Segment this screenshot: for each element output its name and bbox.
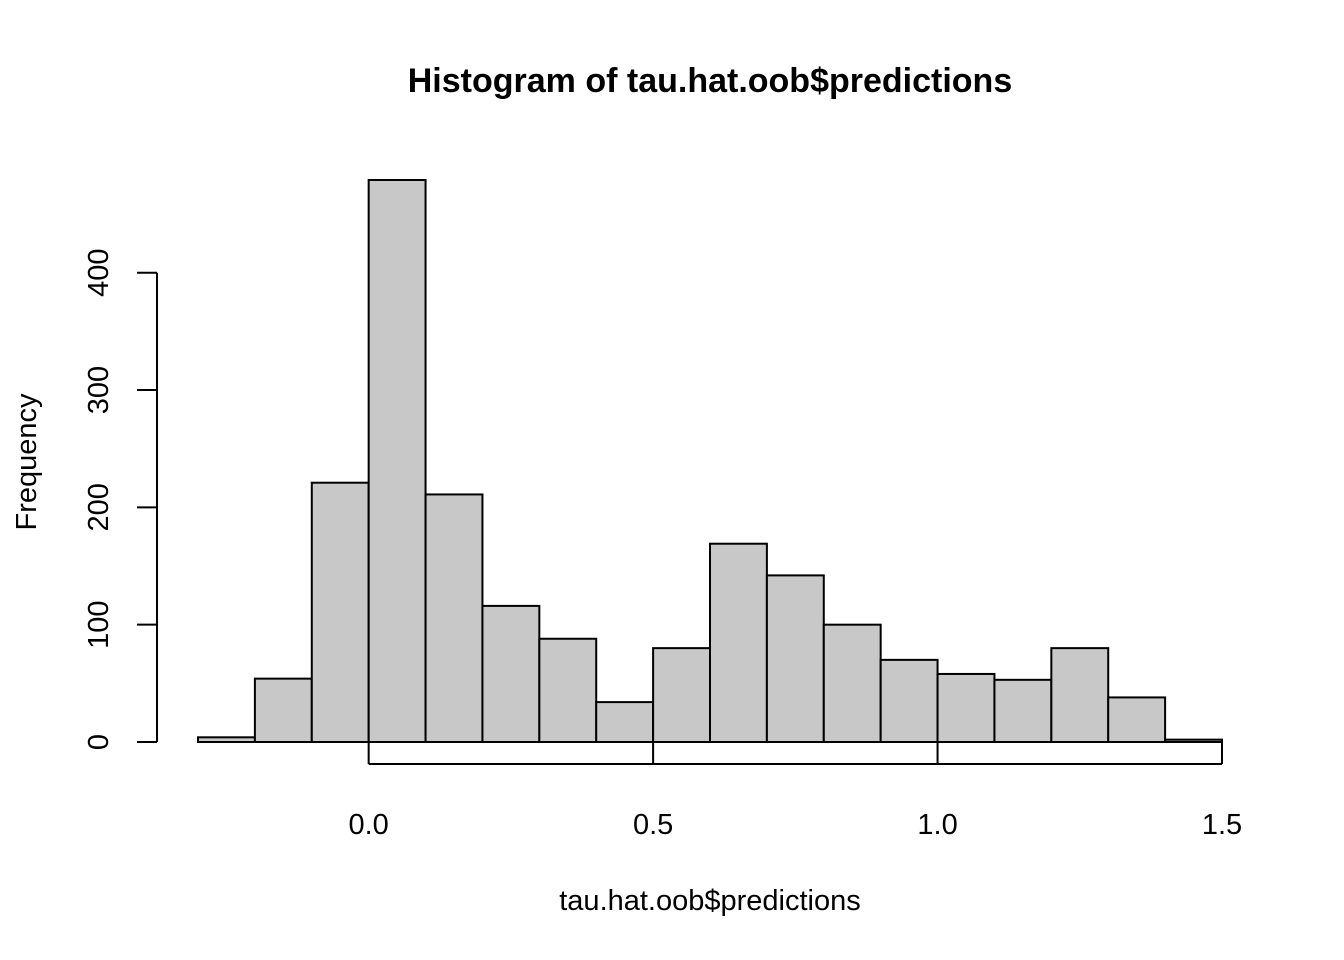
x-tick-label: 1.0 bbox=[917, 809, 957, 841]
histogram-bar bbox=[310, 481, 370, 743]
y-axis-label: Frequency bbox=[11, 393, 43, 531]
y-tick-label: 0 bbox=[83, 734, 115, 750]
histogram-bar bbox=[1164, 738, 1223, 743]
histogram-bar bbox=[1107, 696, 1167, 744]
y-axis: 0 100 200 300 400 bbox=[83, 248, 158, 750]
histogram-bar bbox=[822, 623, 882, 744]
y-tick-label: 400 bbox=[83, 248, 115, 296]
histogram-bar bbox=[652, 647, 711, 744]
histogram-bar bbox=[936, 672, 996, 743]
histogram-bar bbox=[424, 493, 484, 743]
chart-title: Histogram of tau.hat.oob$predictions bbox=[408, 62, 1012, 100]
x-axis-label: tau.hat.oob$predictions bbox=[559, 885, 861, 917]
histogram-bar bbox=[481, 604, 541, 743]
histogram-bar bbox=[197, 736, 256, 743]
y-tick-label: 200 bbox=[83, 483, 115, 531]
x-axis: 0.0 0.5 1.0 1.5 bbox=[349, 742, 1242, 841]
histogram-bar bbox=[765, 574, 825, 744]
y-tick-label: 100 bbox=[83, 600, 115, 648]
y-tick-label: 300 bbox=[83, 366, 115, 414]
histogram-bar bbox=[538, 637, 598, 744]
histogram-bar bbox=[253, 677, 313, 743]
histogram-bar bbox=[993, 678, 1053, 743]
histogram-bars bbox=[197, 179, 1223, 744]
histogram-bar bbox=[595, 701, 655, 744]
histogram-bar bbox=[1050, 647, 1110, 744]
x-tick-label: 0.5 bbox=[633, 809, 673, 841]
x-tick-label: 0.0 bbox=[349, 809, 389, 841]
histogram-bar bbox=[367, 179, 427, 743]
x-tick-label: 1.5 bbox=[1202, 809, 1242, 841]
histogram-bar bbox=[709, 542, 768, 743]
histogram-bar bbox=[879, 658, 939, 743]
